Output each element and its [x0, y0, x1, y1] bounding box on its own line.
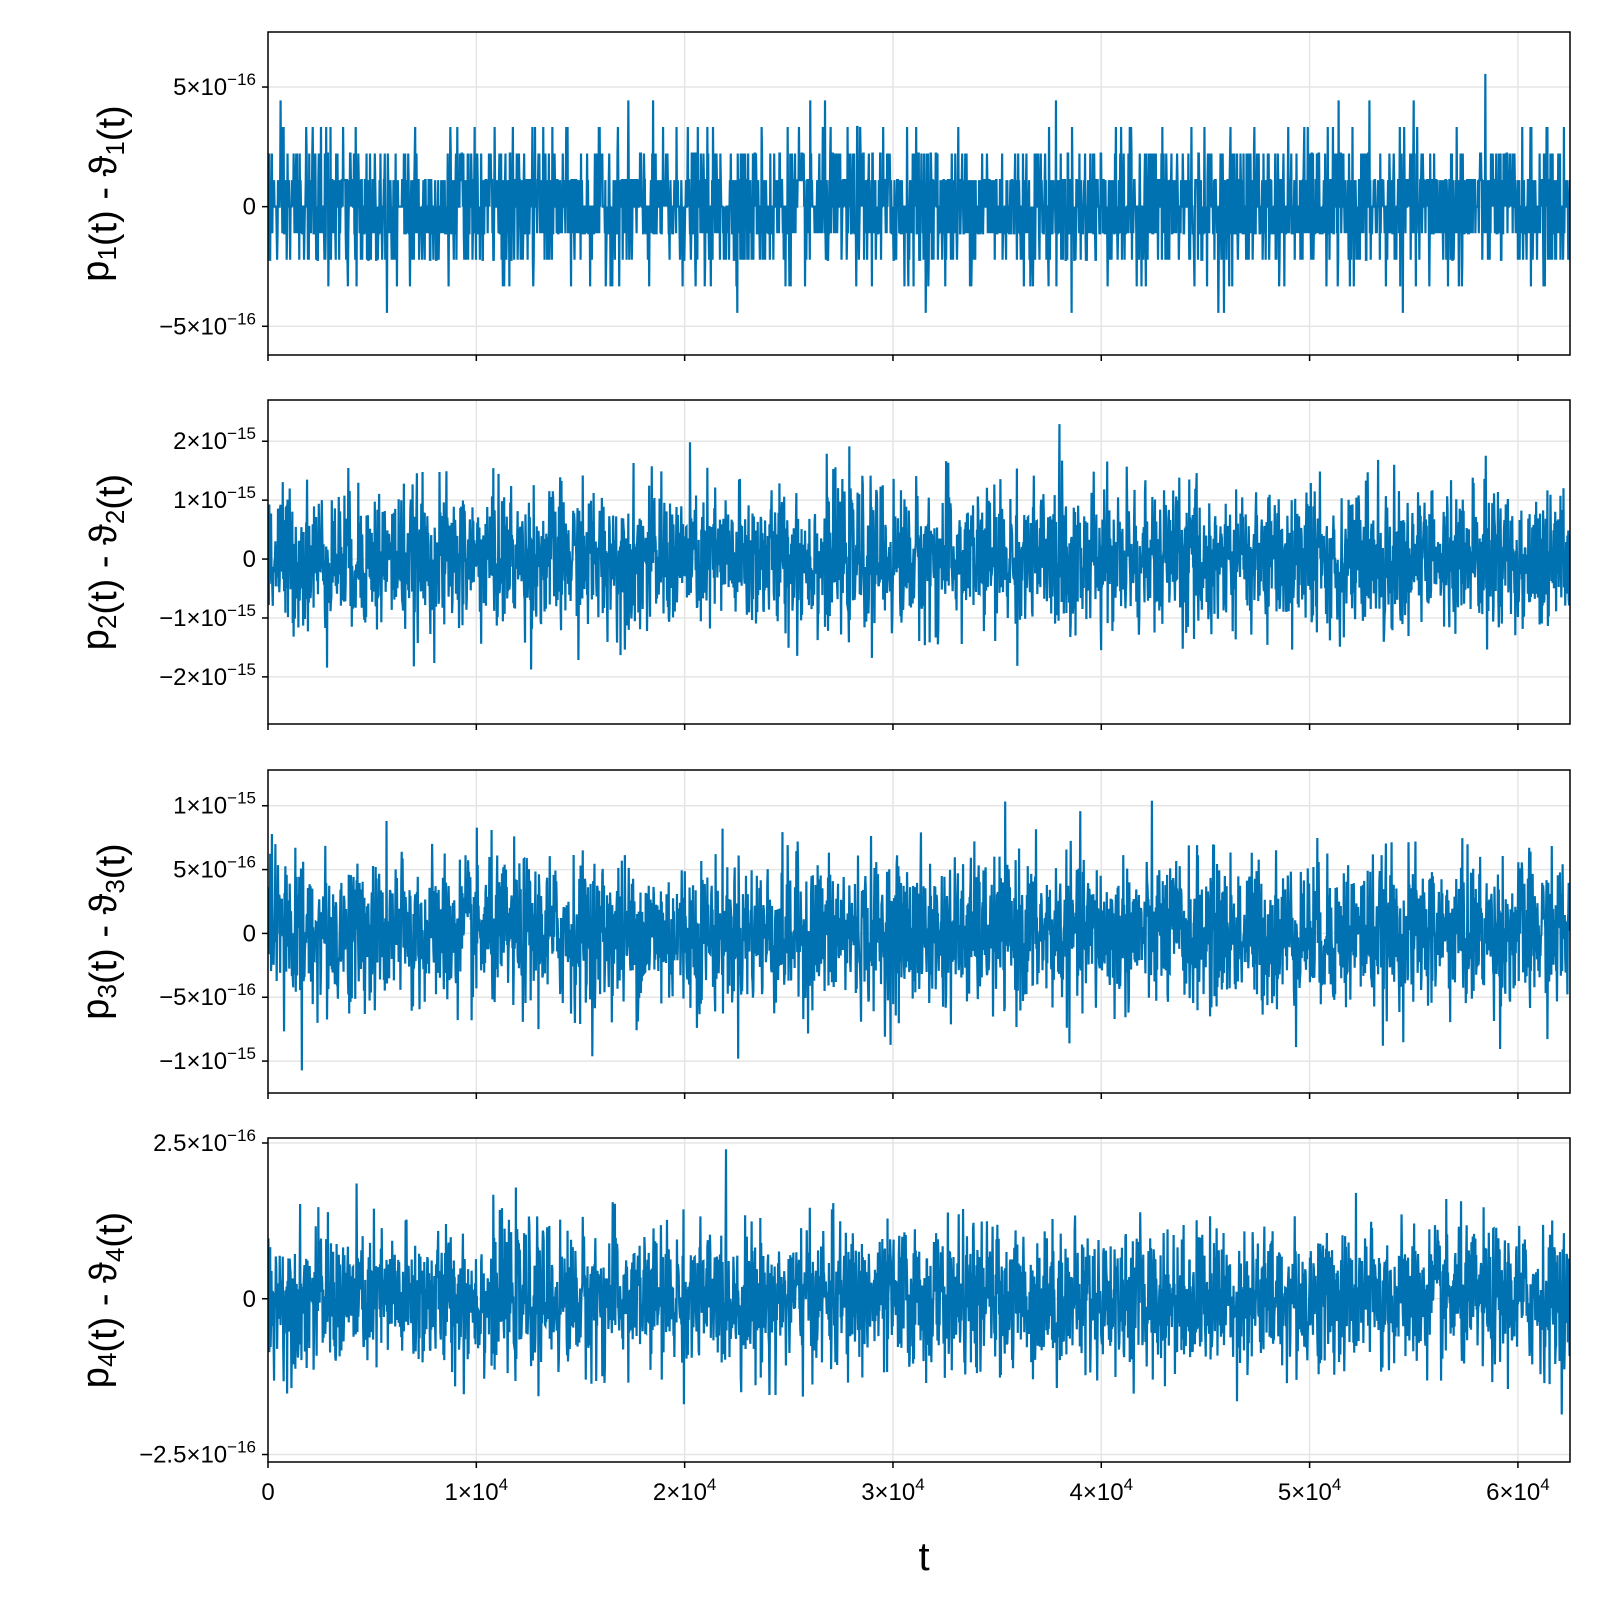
panel-3: 1×10−15 5×10−16 0 −5×10−16 −1×10−15 p3(t) - ϑ…	[75, 769, 1571, 1099]
x-tick-label: 5×104	[1278, 1475, 1342, 1506]
series-line	[268, 1149, 1570, 1415]
axes-frame	[267, 1137, 1571, 1463]
x-tick-label: 4×104	[1070, 1475, 1134, 1506]
series-line	[268, 800, 1570, 1071]
y-tick-label: −1×10−15	[159, 1044, 256, 1075]
x-tick-label: 3×104	[861, 1475, 925, 1506]
y-axis-label: p4(t) - ϑ4(t)	[75, 1212, 133, 1388]
y-axis-label: p1(t) - ϑ1(t)	[75, 105, 133, 281]
series-line	[268, 73, 1570, 313]
y-axis-label: p3(t) - ϑ3(t)	[75, 843, 133, 1019]
y-tick-label: 0	[243, 194, 256, 221]
x-tick-label: 0	[261, 1479, 274, 1506]
y-tick-label: −2.5×10−16	[139, 1438, 256, 1469]
y-tick-label: 0	[243, 920, 256, 947]
x-axis-label: t	[918, 1535, 929, 1579]
panels: 5×10−16 0 −5×10−16 p1(t) - ϑ1(t) 2×10−15 1×10…	[75, 31, 1571, 1506]
y-tick-label: 1×10−15	[173, 483, 256, 514]
y-tick-label: 2.5×10−16	[153, 1126, 256, 1157]
panel-4: 2.5×10−160−2.5×10−160 1×104 2×104 3×104 4×10…	[75, 1126, 1571, 1506]
y-tick-label: −1×10−15	[159, 601, 256, 632]
axes-frame	[267, 31, 1571, 356]
x-tick-label: 6×104	[1486, 1475, 1550, 1506]
y-tick-label: −5×10−16	[159, 980, 256, 1011]
y-tick-label: 0	[243, 1286, 256, 1313]
y-tick-label: 5×10−16	[173, 853, 256, 884]
y-tick-label: 1×10−15	[173, 789, 256, 820]
series-line	[268, 424, 1570, 670]
y-axis-label: p2(t) - ϑ2(t)	[75, 474, 133, 650]
axes-frame	[267, 399, 1571, 725]
y-tick-label: −2×10−15	[159, 660, 256, 691]
x-tick-label: 2×104	[653, 1475, 717, 1506]
y-tick-label: −5×10−16	[159, 309, 256, 340]
panel-2: 2×10−15 1×10−15 0 −1×10−15 −2×10−15 p2(t) - ϑ…	[75, 399, 1571, 730]
panel-1: 5×10−16 0 −5×10−16 p1(t) - ϑ1(t)	[75, 31, 1571, 361]
y-tick-label: 2×10−15	[173, 424, 256, 455]
axes-frame	[267, 769, 1571, 1094]
y-tick-label: 5×10−16	[173, 70, 256, 101]
y-tick-label: 0	[243, 546, 256, 573]
x-tick-label: 1×104	[445, 1475, 509, 1506]
